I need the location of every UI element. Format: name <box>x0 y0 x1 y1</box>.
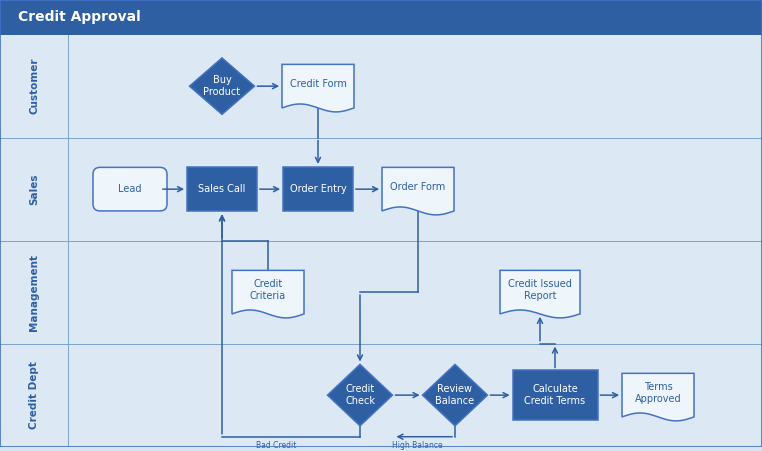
Polygon shape <box>382 167 454 215</box>
Text: Buy
Product: Buy Product <box>203 75 241 97</box>
Text: Order Form: Order Form <box>390 182 446 192</box>
Text: Bad Credit: Bad Credit <box>256 441 296 450</box>
Text: Sales: Sales <box>29 173 39 205</box>
Polygon shape <box>328 364 392 426</box>
Polygon shape <box>622 373 694 421</box>
Text: Customer: Customer <box>29 58 39 115</box>
Text: Calculate
Credit Terms: Calculate Credit Terms <box>524 384 585 406</box>
Polygon shape <box>500 270 580 318</box>
Polygon shape <box>190 58 255 115</box>
Text: Credit Dept: Credit Dept <box>29 361 39 429</box>
FancyBboxPatch shape <box>283 167 353 212</box>
Text: Order Entry: Order Entry <box>290 184 347 194</box>
Polygon shape <box>282 64 354 112</box>
Polygon shape <box>232 270 304 318</box>
Text: High Balance: High Balance <box>392 441 443 450</box>
FancyBboxPatch shape <box>0 344 762 446</box>
Text: Credit
Check: Credit Check <box>345 384 375 406</box>
FancyBboxPatch shape <box>93 167 167 211</box>
FancyBboxPatch shape <box>0 138 762 241</box>
Text: Credit
Criteria: Credit Criteria <box>250 279 286 301</box>
Polygon shape <box>422 364 488 426</box>
Text: Sales Call: Sales Call <box>198 184 245 194</box>
FancyBboxPatch shape <box>187 167 257 212</box>
Text: Credit Approval: Credit Approval <box>18 10 141 24</box>
FancyBboxPatch shape <box>513 370 597 420</box>
Text: Credit Form: Credit Form <box>290 79 347 89</box>
Text: Credit Issued
Report: Credit Issued Report <box>508 279 572 301</box>
Text: Management: Management <box>29 253 39 331</box>
Text: Review
Balance: Review Balance <box>435 384 475 406</box>
Text: Terms
Approved: Terms Approved <box>635 382 681 404</box>
FancyBboxPatch shape <box>0 241 762 344</box>
FancyBboxPatch shape <box>0 35 762 138</box>
Text: Lead: Lead <box>118 184 142 194</box>
FancyBboxPatch shape <box>0 0 762 35</box>
